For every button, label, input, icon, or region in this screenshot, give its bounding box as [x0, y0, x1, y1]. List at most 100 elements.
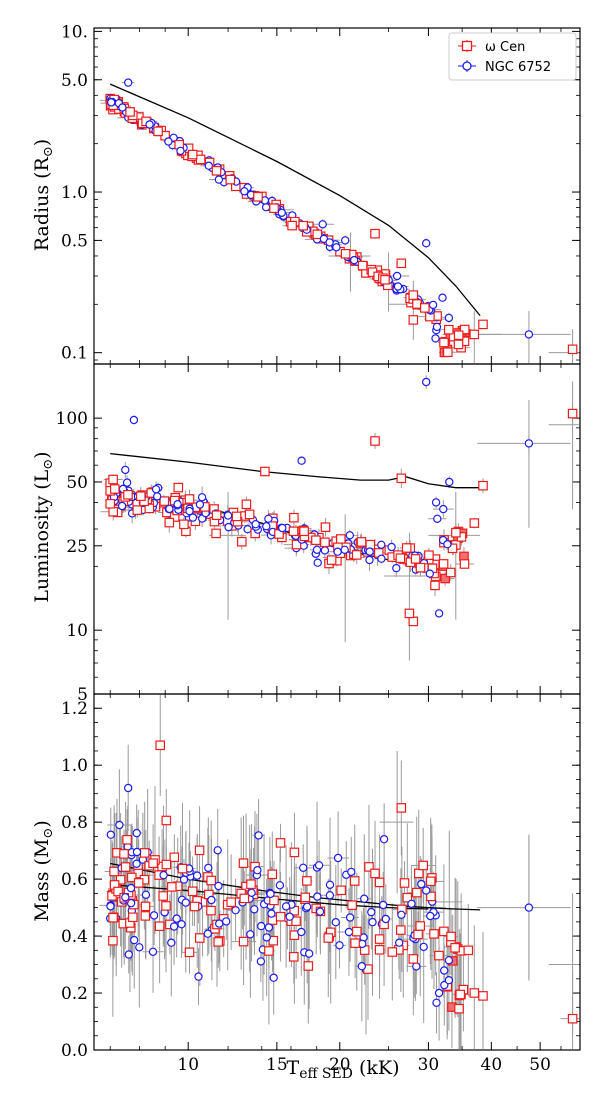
radius-ngc6752-point: [318, 220, 327, 229]
mass-ytick-label: 0.6: [61, 870, 88, 890]
mass-ngc6752-point: [129, 935, 139, 945]
mass-omega-cen-point: [195, 933, 205, 943]
mass-omega-cen-point: [289, 951, 299, 962]
mass-ngc6752-point: [181, 898, 190, 907]
luminosity-omega-cen-point: [401, 543, 412, 553]
radius-omega-cen-point: [211, 166, 222, 176]
radius-ngc6752-point: [204, 161, 213, 170]
mass-ngc6752-point: [148, 947, 158, 957]
luminosity-ngc6752-point: [262, 522, 271, 531]
mass-omega-cen-point: [154, 921, 165, 931]
mass-ngc6752-point: [524, 903, 534, 912]
mass-ngc6752-point: [434, 988, 444, 998]
luminosity-omega-cen-point: [404, 608, 415, 619]
mass-omega-cen-point: [291, 916, 301, 926]
radius-error-bars: [99, 78, 579, 363]
mass-omega-cen-point: [275, 911, 286, 922]
radius-ytick-label: 1.0: [61, 183, 88, 203]
mass-ngc6752-point: [231, 906, 240, 915]
mass-omega-cen-point: [469, 988, 480, 998]
radius-ngc6752-point: [145, 120, 154, 129]
mass-omega-cen-point: [275, 838, 286, 848]
mass-ngc6752-point: [247, 888, 256, 898]
radius-ngc6752-point: [214, 175, 224, 184]
mass-omega-cen-point: [133, 878, 144, 888]
luminosity-markers: [105, 377, 578, 627]
radius-ytick-label: 0.5: [61, 231, 88, 251]
luminosity-model-curve-0: [110, 452, 481, 489]
luminosity-ytick-label: 5: [77, 685, 88, 705]
mass-ngc6752-point: [124, 950, 134, 959]
mass-omega-cen-point: [108, 935, 118, 946]
mass-omega-cen-point: [418, 860, 428, 871]
luminosity-omega-cen-point: [291, 539, 302, 550]
mass-omega-cen-point: [189, 901, 200, 912]
mass-omega-cen-point: [206, 905, 216, 916]
mass-omega-cen-point: [206, 875, 216, 886]
luminosity-omega-cen-point: [336, 534, 346, 544]
radius-omega-cen-point: [443, 347, 453, 357]
radius-omega-cen-point: [370, 228, 380, 239]
luminosity-omega-cen-point: [231, 511, 242, 522]
mass-omega-cen-point: [239, 893, 250, 904]
luminosity-ngc6752-point: [340, 545, 349, 555]
mass-omega-cen-point: [289, 847, 300, 858]
mass-omega-cen-point: [302, 876, 312, 886]
x-tick-label: 50: [529, 1055, 551, 1075]
mass-ngc6752-point: [159, 870, 168, 880]
luminosity-omega-cen-point: [179, 519, 189, 530]
luminosity-ngc6752-point: [264, 514, 273, 524]
mass-ngc6752-point: [395, 938, 404, 947]
mass-ngc6752-point: [331, 918, 340, 927]
mass-omega-cen-point: [140, 901, 151, 912]
mass-omega-cen-point: [128, 912, 138, 923]
mass-ngc6752-point: [335, 941, 344, 950]
mass-omega-cen-point: [213, 937, 223, 947]
luminosity-ngc6752-point: [243, 525, 252, 534]
luminosity-ngc6752-point: [312, 545, 322, 555]
legend-omega-marker: [458, 40, 476, 52]
mass-ngc6752-point: [333, 853, 343, 863]
luminosity-ngc6752-point: [434, 609, 444, 618]
luminosity-omega-cen-point: [326, 555, 337, 565]
luminosity-ngc6752-point: [392, 563, 401, 573]
mass-ngc6752-point: [149, 911, 159, 920]
mass-ngc6752-point: [106, 830, 116, 839]
mass-omega-cen-point: [408, 954, 419, 964]
luminosity-ngc6752-point: [365, 555, 374, 565]
luminosity-omega-cen-point: [164, 517, 175, 528]
mass-ngc6752-point: [203, 929, 212, 938]
mass-ngc6752-point: [126, 898, 136, 908]
mass-ngc6752-point: [246, 930, 255, 939]
luminosity-ngc6752-point: [422, 377, 431, 387]
radius-ngc6752-point: [164, 137, 173, 146]
mass-omega-cen-point: [374, 934, 385, 944]
mass-omega-cen-point: [364, 862, 374, 872]
radius-ngc6752-point: [176, 146, 185, 156]
radius-ytick-label: 10.: [61, 22, 88, 42]
mass-omega-cen-point: [115, 874, 126, 885]
mass-omega-cen-point: [167, 882, 177, 892]
luminosity-axis-label: Luminosity (L⊙): [31, 451, 56, 602]
mass-ngc6752-point: [177, 920, 186, 929]
radius-omega-cen-point: [469, 329, 480, 340]
radius-omega-cen-point: [287, 220, 297, 231]
luminosity-omega-cen-point: [370, 436, 380, 446]
radius-omega-cen-point: [253, 192, 263, 202]
legend-omega-label: ω Cen: [485, 40, 525, 55]
mass-ngc6752-point: [132, 828, 141, 838]
mass-omega-cen-point: [412, 887, 422, 898]
mass-ngc6752-point: [253, 866, 262, 875]
mass-omega-cen-point: [425, 876, 436, 887]
mass-omega-cen-point: [122, 834, 132, 845]
mass-omega-cen-point: [120, 862, 131, 872]
mass-ngc6752-point: [347, 867, 356, 877]
radius-ngc6752-point: [332, 243, 341, 252]
mass-omega-cen-point: [426, 891, 436, 902]
luminosity-ytick-label: 100: [56, 409, 88, 429]
luminosity-omega-cen-point: [478, 480, 488, 491]
mass-ytick-label: 0.4: [61, 927, 88, 947]
luminosity-ngc6752-point: [431, 498, 441, 507]
mass-panel: 0.0 0.2 0.4 0.6 0.8 1.0 1.2: [61, 693, 581, 1061]
